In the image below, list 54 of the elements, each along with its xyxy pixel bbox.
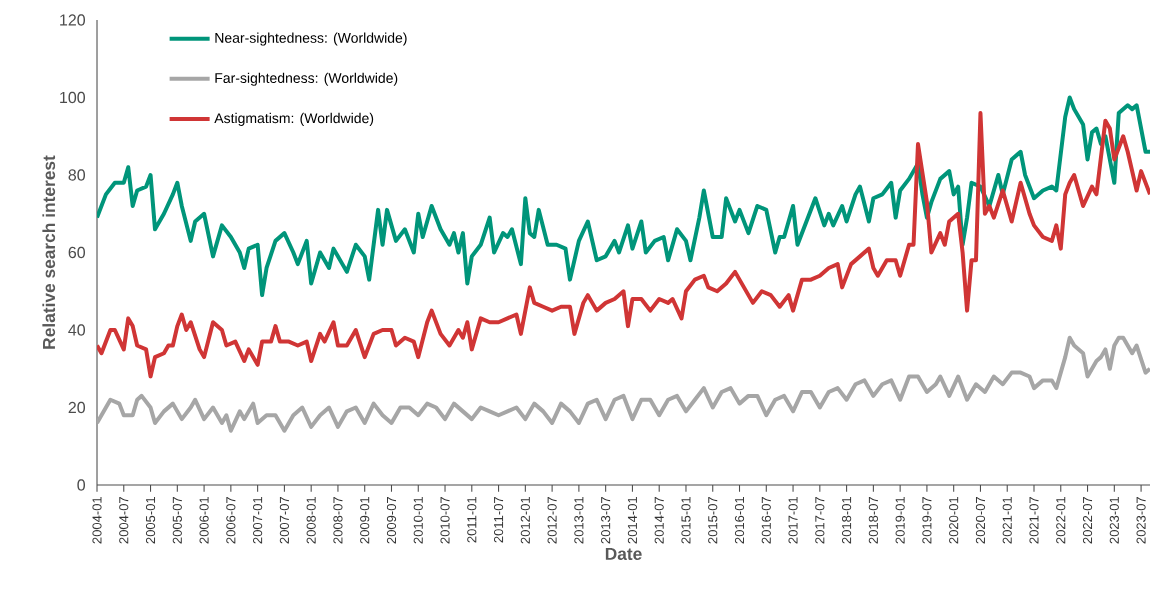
- x-tick-label: 2018-01: [842, 497, 852, 544]
- x-tick-label: 2012-01: [520, 497, 530, 544]
- x-tick-label: 2011-01: [467, 497, 477, 543]
- x-tick-label: 2023-01: [1109, 497, 1119, 544]
- x-tick-label: 2019-07: [922, 497, 932, 544]
- y-tick-label: 100: [60, 91, 86, 104]
- x-tick-label: 2006-07: [226, 497, 236, 544]
- x-tick-label: 2017-01: [788, 497, 798, 544]
- x-tick-label: 2005-01: [145, 497, 156, 544]
- x-tick-label: 2007-01: [253, 497, 263, 544]
- x-tick-label: 2015-07: [708, 497, 718, 544]
- x-tick-label: 2018-07: [868, 497, 878, 544]
- x-tick-label: 2022-01: [1056, 497, 1066, 544]
- legend-label: Near-sightedness: (Worldwide): [215, 32, 407, 46]
- x-tick-label: 2008-07: [333, 497, 343, 544]
- x-tick-label: 2019-01: [895, 497, 905, 544]
- x-tick-label: 2016-07: [761, 497, 771, 544]
- y-tick-label: 80: [68, 169, 86, 181]
- x-tick-label: 2011-07: [493, 497, 504, 543]
- y-axis-title: Relative search interest: [42, 155, 56, 349]
- x-tick-label: 2009-01: [360, 497, 370, 544]
- x-tick-label: 2010-01: [413, 497, 423, 544]
- x-tick-label: 2012-07: [547, 497, 557, 544]
- y-tick-label: 20: [68, 401, 86, 414]
- x-tick-label: 2020-07: [975, 497, 986, 544]
- y-tick-label: 120: [60, 14, 86, 26]
- x-tick-label: 2016-01: [734, 497, 745, 544]
- x-tick-label: 2021-01: [1002, 497, 1012, 544]
- x-tick-label: 2017-07: [815, 497, 825, 544]
- x-tick-label: 2006-01: [199, 497, 209, 544]
- x-tick-label: 2013-01: [574, 497, 584, 544]
- x-tick-label: 2007-07: [279, 497, 289, 544]
- legend-label: Astigmatism: (Worldwide): [214, 112, 374, 126]
- x-tick-label: 2014-07: [654, 497, 664, 544]
- x-tick-label: 2022-07: [1082, 497, 1093, 544]
- x-tick-label: 2004-01: [92, 497, 102, 544]
- y-tick-label: 40: [68, 324, 86, 336]
- x-tick-label: 2009-07: [386, 497, 397, 544]
- x-tick-label: 2004-07: [119, 497, 129, 544]
- x-tick-label: 2021-07: [1029, 497, 1039, 544]
- x-tick-label: 2010-07: [440, 497, 450, 544]
- x-tick-label: 2005-07: [172, 497, 182, 544]
- x-tick-label: 2013-07: [601, 497, 611, 544]
- x-tick-label: 2023-07: [1136, 497, 1146, 544]
- x-tick-label: 2020-01: [949, 497, 959, 544]
- x-axis-title: Date: [605, 547, 642, 560]
- line-series: [97, 95, 1151, 298]
- line-series: [97, 335, 1151, 433]
- y-tick-label: 60: [68, 246, 86, 259]
- x-tick-label: 2014-01: [627, 497, 638, 544]
- x-tick-label: 2015-01: [681, 497, 691, 544]
- y-tick-label: 0: [77, 479, 86, 491]
- legend-label: Far-sightedness: (Worldwide): [215, 72, 398, 86]
- x-tick-label: 2008-01: [306, 497, 316, 544]
